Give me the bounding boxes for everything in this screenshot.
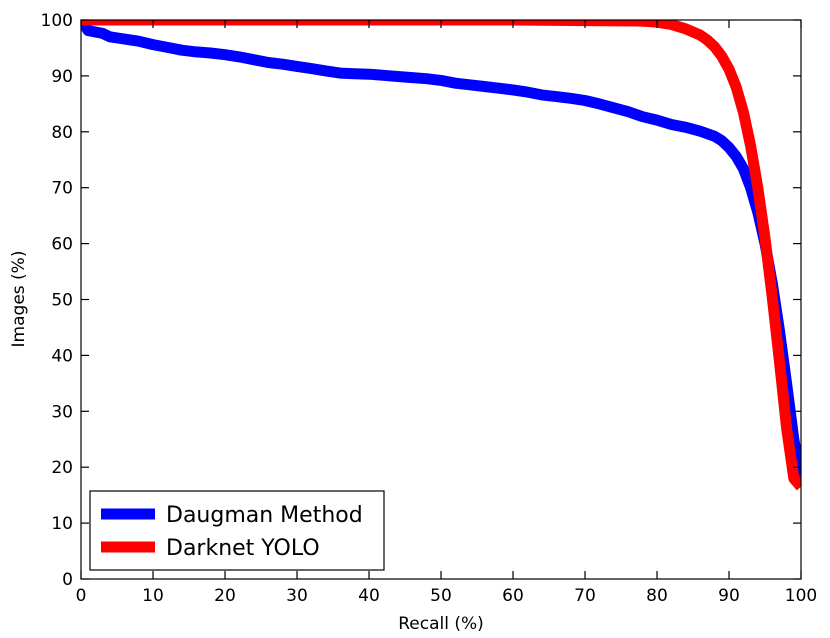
series-layer bbox=[81, 20, 801, 491]
legend: Daugman Method Darknet YOLO bbox=[89, 490, 385, 571]
x-tick-label: 80 bbox=[646, 586, 668, 606]
x-tick-label: 30 bbox=[286, 586, 308, 606]
x-tick-label: 10 bbox=[142, 586, 164, 606]
x-tick-label: 60 bbox=[502, 586, 524, 606]
x-tick-label: 20 bbox=[214, 586, 236, 606]
y-tick-label: 70 bbox=[51, 179, 73, 199]
y-tick-label: 30 bbox=[51, 402, 73, 422]
y-tick-label: 50 bbox=[51, 291, 73, 311]
legend-label-daugman-method: Daugman Method bbox=[166, 503, 363, 528]
x-tick-label: 90 bbox=[718, 586, 740, 606]
y-tick-label: 40 bbox=[51, 346, 73, 366]
x-axis-label: Recall (%) bbox=[398, 614, 484, 634]
y-axis-label: Images (%) bbox=[9, 251, 29, 348]
legend-box bbox=[89, 490, 385, 571]
y-tick-label: 100 bbox=[41, 11, 73, 31]
y-tick-label: 80 bbox=[51, 123, 73, 143]
x-tick-label: 0 bbox=[76, 586, 87, 606]
y-tick-label: 60 bbox=[51, 235, 73, 255]
y-tick-label: 10 bbox=[51, 514, 73, 534]
y-tick-label: 90 bbox=[51, 67, 73, 87]
x-tick-label: 50 bbox=[430, 586, 452, 606]
y-tick-label: 0 bbox=[62, 570, 73, 590]
legend-label-darknet-yolo: Darknet YOLO bbox=[166, 536, 320, 561]
y-tick-label: 20 bbox=[51, 458, 73, 478]
x-tick-label: 100 bbox=[785, 586, 817, 606]
series-line-darknet-yolo bbox=[81, 20, 801, 491]
x-tick-label: 70 bbox=[574, 586, 596, 606]
series-line-daugman-method bbox=[81, 20, 801, 480]
x-tick-label: 40 bbox=[358, 586, 380, 606]
x-axis: 0 10 20 30 40 50 60 70 80 90 100 bbox=[76, 20, 817, 606]
y-axis: 0 10 20 30 40 50 60 70 80 90 100 bbox=[41, 11, 801, 590]
